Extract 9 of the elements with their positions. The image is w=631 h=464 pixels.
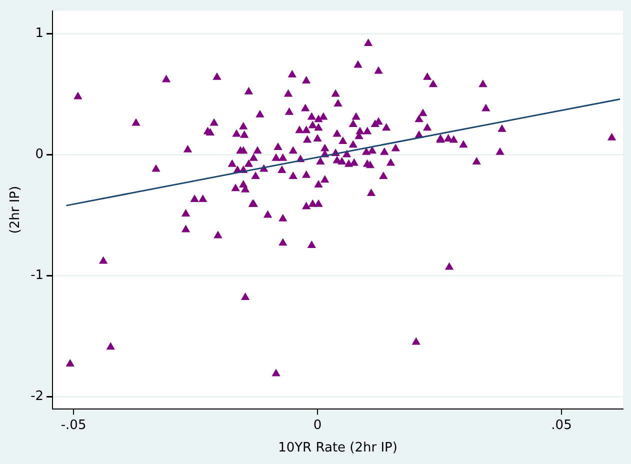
y-tick-label: -2 <box>30 389 44 404</box>
x-tick-label: .05 <box>551 418 572 433</box>
x-axis-title: 10YR Rate (2hr IP) <box>278 440 398 456</box>
y-tick-label: -1 <box>30 268 44 284</box>
x-tick-label: 0 <box>313 418 322 433</box>
y-axis-title: (2hr IP) <box>8 186 24 234</box>
y-tick-label: 0 <box>35 147 44 162</box>
y-tick-label: 1 <box>35 26 44 42</box>
x-tick-label: -.05 <box>60 418 86 433</box>
